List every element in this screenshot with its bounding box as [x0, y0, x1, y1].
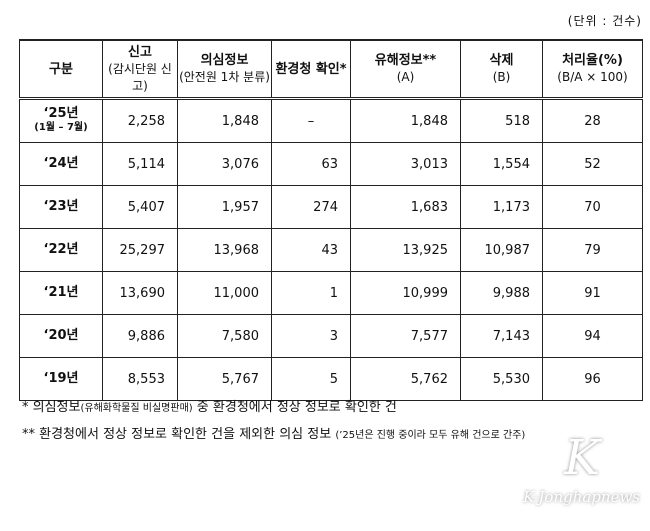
- data-cell: 96: [542, 357, 643, 401]
- data-cell: –: [271, 98, 351, 143]
- data-cell: 5,530: [460, 357, 543, 401]
- data-cell: 5,762: [350, 357, 461, 401]
- year-cell: ‘22년: [19, 228, 103, 272]
- header-subtitle: (감시단원 신고): [108, 61, 172, 93]
- data-cell: 10,987: [460, 228, 543, 272]
- header-title: 삭제: [489, 53, 514, 68]
- data-cell: 52: [542, 142, 643, 186]
- data-cell: 274: [271, 185, 351, 229]
- year-cell: ‘25년 (1월 – 7월): [19, 98, 103, 143]
- column-header: 의심정보 (안전원 1차 분류): [177, 39, 272, 100]
- data-cell: 28: [542, 98, 643, 143]
- data-cell: 7,577: [350, 314, 461, 358]
- year-cell: ‘23년: [19, 185, 103, 229]
- header-title: 신고: [128, 44, 152, 60]
- data-cell: 7,580: [177, 314, 272, 358]
- statistics-table: 구분 신고 (감시단원 신고) 의심정보 (안전원 1차 분류) 환경청 확인* 유해정보*…: [19, 39, 643, 401]
- data-cell: 1,554: [460, 142, 543, 186]
- data-cell: 10,999: [350, 271, 461, 315]
- header-title: 환경청 확인*: [275, 61, 347, 77]
- footnote-2: ** 환경청에서 정상 정보로 확인한 건을 제외한 의심 정보 (’25년은 …: [22, 427, 526, 442]
- data-cell: 94: [542, 314, 643, 358]
- header-title: 의심정보: [200, 53, 249, 68]
- data-cell: 518: [460, 98, 543, 143]
- column-header: 환경청 확인*: [271, 39, 351, 100]
- header-subtitle: (B): [492, 70, 511, 84]
- data-cell: 7,143: [460, 314, 543, 358]
- footnotes: * 의심정보(유해화학물질 비실명판매) 중 환경청에서 정상 정보로 확인한 …: [22, 395, 525, 449]
- header-title: 유해정보**: [374, 53, 437, 68]
- data-cell: 13,925: [350, 228, 461, 272]
- column-header: 구분: [19, 39, 103, 100]
- data-cell: 9,988: [460, 271, 543, 315]
- footnote-1: * 의심정보(유해화학물질 비실명판매) 중 환경청에서 정상 정보로 확인한 …: [22, 400, 397, 415]
- data-cell: 5: [271, 357, 351, 401]
- year-cell: ‘19년: [19, 357, 103, 401]
- year-cell: ‘20년: [19, 314, 103, 358]
- header-subtitle: (안전원 1차 분류): [179, 70, 270, 84]
- data-cell: 3: [271, 314, 351, 358]
- data-cell: 43: [271, 228, 351, 272]
- column-header: 신고 (감시단원 신고): [102, 39, 178, 100]
- data-cell: 3,013: [350, 142, 461, 186]
- data-cell: 2,258: [102, 98, 178, 143]
- table-row: ‘20년 9,886 7,580 3 7,577 7,143 94: [19, 314, 643, 358]
- data-cell: 79: [542, 228, 643, 272]
- data-cell: 1,957: [177, 185, 272, 229]
- table-row: ‘25년 (1월 – 7월) 2,258 1,848–1,848 518 28: [19, 98, 643, 143]
- data-cell: 91: [542, 271, 643, 315]
- data-cell: 1,848: [350, 98, 461, 143]
- table-row: ‘21년 13,690 11,000 1 10,999 9,988 91: [19, 271, 643, 315]
- table-row: ‘23년 5,407 1,957 274 1,683 1,173 70: [19, 185, 643, 229]
- data-cell: 1,848: [177, 98, 272, 143]
- data-cell: 9,886: [102, 314, 178, 358]
- table-row: ‘22년 25,297 13,968 43 13,925 10,987 79: [19, 228, 643, 272]
- year-cell: ‘24년: [19, 142, 103, 186]
- header-title: 구분: [49, 61, 73, 77]
- data-cell: 1: [271, 271, 351, 315]
- data-cell: 3,076: [177, 142, 272, 186]
- header-title: 처리율(%): [562, 53, 623, 68]
- data-cell: 1,173: [460, 185, 543, 229]
- data-cell: 70: [542, 185, 643, 229]
- data-cell: 8,553: [102, 357, 178, 401]
- column-header: 유해정보** (A): [350, 39, 461, 100]
- data-cell: 25,297: [102, 228, 178, 272]
- header-subtitle: (A): [396, 70, 415, 84]
- unit-label: (단위 : 건수): [567, 14, 642, 28]
- data-cell: 5,407: [102, 185, 178, 229]
- column-header: 삭제 (B): [460, 39, 543, 100]
- table-row: ‘24년 5,114 3,076 63 3,013 1,554 52: [19, 142, 643, 186]
- column-header: 처리율(%) (B/A × 100): [542, 39, 643, 100]
- data-cell: 63: [271, 142, 351, 186]
- data-cell: 5,114: [102, 142, 178, 186]
- data-cell: 13,968: [177, 228, 272, 272]
- table-row: ‘19년 8,553 5,767 5 5,762 5,530 96: [19, 357, 643, 401]
- data-cell: 11,000: [177, 271, 272, 315]
- year-cell: ‘21년: [19, 271, 103, 315]
- data-cell: 1,683: [350, 185, 461, 229]
- data-cell: 13,690: [102, 271, 178, 315]
- header-subtitle: (B/A × 100): [557, 70, 628, 84]
